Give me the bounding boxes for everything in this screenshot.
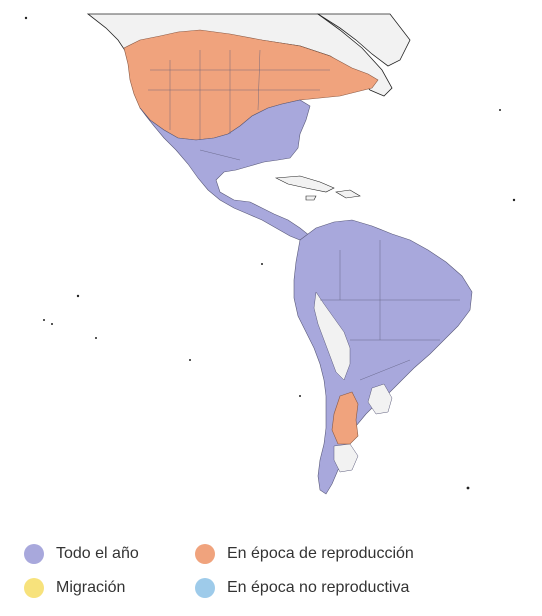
pacific-islands: [24, 16, 516, 490]
island-hispaniola: [335, 189, 361, 199]
legend-label-migration: Migración: [56, 579, 126, 596]
legend-item-non-breeding: En época no reproductiva: [195, 574, 409, 602]
legend-item-year-round: Todo el año: [24, 540, 139, 568]
map-legend: Todo el año En época de reproducción Mig…: [0, 536, 542, 616]
legend-swatch-migration: [24, 578, 44, 598]
legend-label-year-round: Todo el año: [56, 545, 139, 562]
legend-label-breeding: En época de reproducción: [227, 545, 414, 562]
admin-borders: [148, 49, 460, 381]
legend-swatch-non-breeding: [195, 578, 215, 598]
legend-label-non-breeding: En época no reproductiva: [227, 579, 410, 596]
non-range-uruguay: [367, 383, 393, 415]
island-jamaica: [305, 195, 317, 201]
legend-item-breeding: En época de reproducción: [195, 540, 414, 568]
land-east-canada: [316, 13, 411, 67]
range-map: [24, 13, 516, 495]
non-range-andes: [313, 291, 351, 381]
legend-swatch-breeding: [195, 544, 215, 564]
year-round-range-south-america: [293, 219, 473, 495]
legend-item-migration: Migración: [24, 574, 125, 602]
legend-swatch-year-round: [24, 544, 44, 564]
year-round-range-north: [139, 99, 311, 241]
breeding-range-argentina: [331, 391, 359, 445]
island-cuba: [274, 175, 335, 193]
range-map-svg: [24, 13, 516, 495]
